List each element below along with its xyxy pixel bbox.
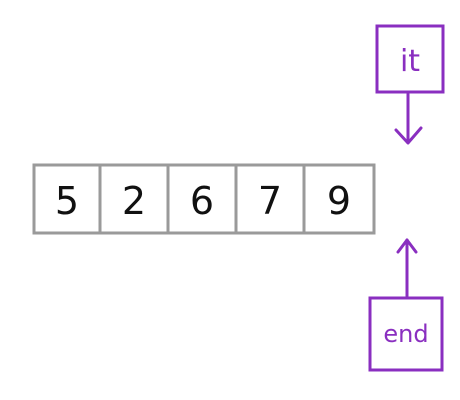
array-cell-value: 9: [327, 179, 351, 223]
end-label: end: [383, 320, 428, 348]
end-label-box: [368, 296, 444, 372]
it-label: it: [400, 44, 420, 79]
array-cell: 9: [302, 163, 376, 235]
array-cell: 2: [98, 163, 170, 235]
array-cell-value: 7: [258, 179, 282, 223]
array-cell: 7: [234, 163, 306, 235]
down-arrow-icon: [394, 92, 423, 145]
it-pointer: it: [375, 24, 445, 145]
array-cell-value: 6: [190, 179, 214, 223]
end-pointer: end: [368, 238, 444, 372]
array-cell-box: [302, 163, 376, 235]
array: 5 2 6 7 9: [32, 163, 376, 235]
array-cell-value: 2: [122, 179, 146, 223]
it-label-box: [375, 24, 445, 94]
array-cell-value: 5: [55, 179, 79, 223]
array-cell: 5: [32, 163, 102, 235]
array-cell: 6: [166, 163, 238, 235]
up-arrow-icon: [396, 238, 418, 298]
